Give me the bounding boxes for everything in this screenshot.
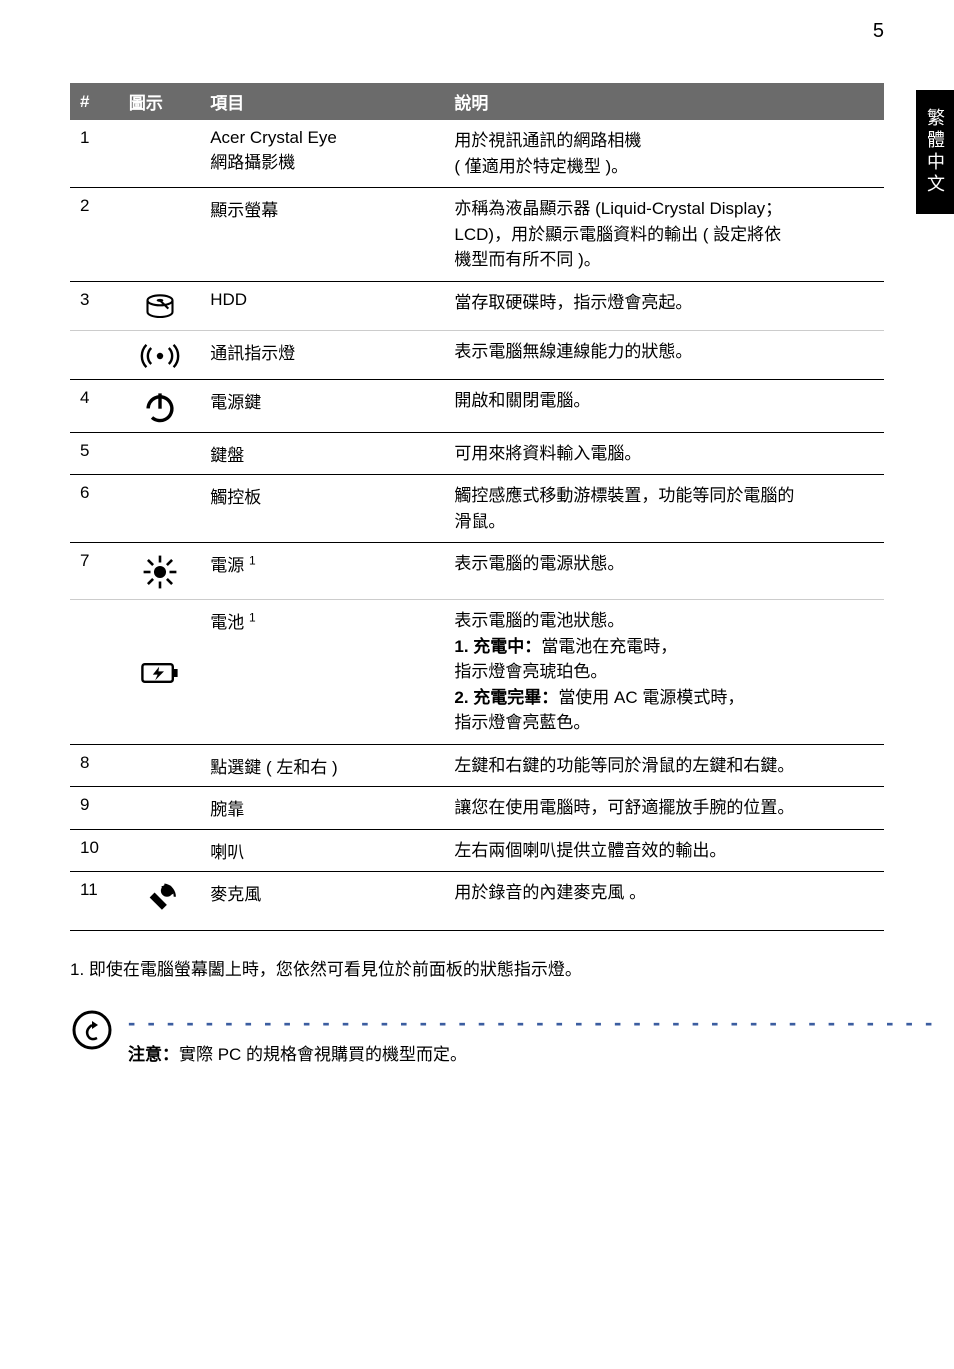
icon-empty (119, 188, 200, 282)
battery-icon (119, 600, 200, 745)
table-row: 7 電源 1表示電腦的電源狀態。 (70, 543, 884, 600)
row-number (70, 330, 119, 379)
row-description: 表示電腦無線連線能力的狀態。 (444, 330, 884, 379)
table-row: 6 觸控板觸控感應式移動游標裝置，功能等同於電腦的滑鼠。 (70, 475, 884, 543)
row-description: 用於錄音的內建麥克風 。 (444, 872, 884, 931)
table-row: 10 喇叭左右兩個喇叭提供立體音效的輸出。 (70, 829, 884, 872)
power-icon (119, 379, 200, 432)
icon-empty (119, 120, 200, 188)
row-number: 11 (70, 872, 119, 931)
wifi-icon (119, 330, 200, 379)
row-item: 點選鍵 ( 左和右 ) (200, 744, 444, 787)
table-row: 1 Acer Crystal Eye網路攝影機用於視訊通訊的網路相機( 僅適用於特… (70, 120, 884, 188)
row-description: 表示電腦的電源狀態。 (444, 543, 884, 600)
mic-icon (119, 872, 200, 931)
icon-empty (119, 744, 200, 787)
row-number: 4 (70, 379, 119, 432)
language-tab: 繁體中文 (916, 90, 954, 214)
col-number: # (70, 83, 119, 120)
row-item: 觸控板 (200, 475, 444, 543)
row-number: 5 (70, 432, 119, 475)
row-number: 10 (70, 829, 119, 872)
row-item: 通訊指示燈 (200, 330, 444, 379)
row-item: 顯示螢幕 (200, 188, 444, 282)
row-description: 可用來將資料輸入電腦。 (444, 432, 884, 475)
row-description: 開啟和關閉電腦。 (444, 379, 884, 432)
note-dashes: - - - - - - - - - - - - - - - - - - - - … (128, 1012, 935, 1034)
row-item: 電池 1 (200, 600, 444, 745)
table-row: 電池 1表示電腦的電池狀態。1. 充電中：當電池在充電時，指示燈會亮琥珀色。2.… (70, 600, 884, 745)
table-row: 2 顯示螢幕亦稱為液晶顯示器 (Liquid-Crystal Display；LC… (70, 188, 884, 282)
row-item: 腕靠 (200, 787, 444, 830)
row-number: 6 (70, 475, 119, 543)
row-number: 8 (70, 744, 119, 787)
row-number (70, 600, 119, 745)
row-item: 麥克風 (200, 872, 444, 931)
note-text: 注意：實際 PC 的規格會視購買的機型而定。 (128, 1040, 935, 1065)
icon-empty (119, 829, 200, 872)
row-number: 9 (70, 787, 119, 830)
hdd-icon (119, 281, 200, 330)
note-label: 注意： (128, 1045, 179, 1064)
row-description: 亦稱為液晶顯示器 (Liquid-Crystal Display；LCD)，用於… (444, 188, 884, 282)
row-description: 用於視訊通訊的網路相機( 僅適用於特定機型 )。 (444, 120, 884, 188)
row-item: 喇叭 (200, 829, 444, 872)
table-row: 11 麥克風用於錄音的內建麥克風 。 (70, 872, 884, 931)
note-icon (70, 1008, 114, 1057)
table-row: 5 鍵盤可用來將資料輸入電腦。 (70, 432, 884, 475)
footnote: 1. 即使在電腦螢幕闔上時，您依然可看見位於前面板的狀態指示燈。 (70, 955, 884, 980)
row-item: 電源鍵 (200, 379, 444, 432)
table-row: 9 腕靠讓您在使用電腦時，可舒適擺放手腕的位置。 (70, 787, 884, 830)
row-item: HDD (200, 281, 444, 330)
spec-table: # 圖示 項目 說明 1 Acer Crystal Eye網路攝影機用於視訊通訊的… (70, 83, 884, 931)
icon-empty (119, 475, 200, 543)
row-description: 表示電腦的電池狀態。1. 充電中：當電池在充電時，指示燈會亮琥珀色。2. 充電完… (444, 600, 884, 745)
row-number: 3 (70, 281, 119, 330)
table-header-row: # 圖示 項目 說明 (70, 83, 884, 120)
row-number: 7 (70, 543, 119, 600)
sun-icon (119, 543, 200, 600)
row-number: 1 (70, 120, 119, 188)
note-box: - - - - - - - - - - - - - - - - - - - - … (70, 1008, 884, 1065)
row-item: Acer Crystal Eye網路攝影機 (200, 120, 444, 188)
note-content: 實際 PC 的規格會視購買的機型而定。 (179, 1045, 467, 1064)
col-item: 項目 (200, 83, 444, 120)
row-description: 讓您在使用電腦時，可舒適擺放手腕的位置。 (444, 787, 884, 830)
icon-empty (119, 787, 200, 830)
row-description: 觸控感應式移動游標裝置，功能等同於電腦的滑鼠。 (444, 475, 884, 543)
table-row: 3 HDD當存取硬碟時，指示燈會亮起。 (70, 281, 884, 330)
row-description: 當存取硬碟時，指示燈會亮起。 (444, 281, 884, 330)
icon-empty (119, 432, 200, 475)
col-icon: 圖示 (119, 83, 200, 120)
col-desc: 說明 (444, 83, 884, 120)
row-number: 2 (70, 188, 119, 282)
row-description: 左鍵和右鍵的功能等同於滑鼠的左鍵和右鍵。 (444, 744, 884, 787)
row-item: 電源 1 (200, 543, 444, 600)
table-row: 8 點選鍵 ( 左和右 )左鍵和右鍵的功能等同於滑鼠的左鍵和右鍵。 (70, 744, 884, 787)
row-description: 左右兩個喇叭提供立體音效的輸出。 (444, 829, 884, 872)
table-row: 4 電源鍵開啟和關閉電腦。 (70, 379, 884, 432)
table-row: 通訊指示燈表示電腦無線連線能力的狀態。 (70, 330, 884, 379)
row-item: 鍵盤 (200, 432, 444, 475)
page-number: 5 (70, 20, 884, 43)
